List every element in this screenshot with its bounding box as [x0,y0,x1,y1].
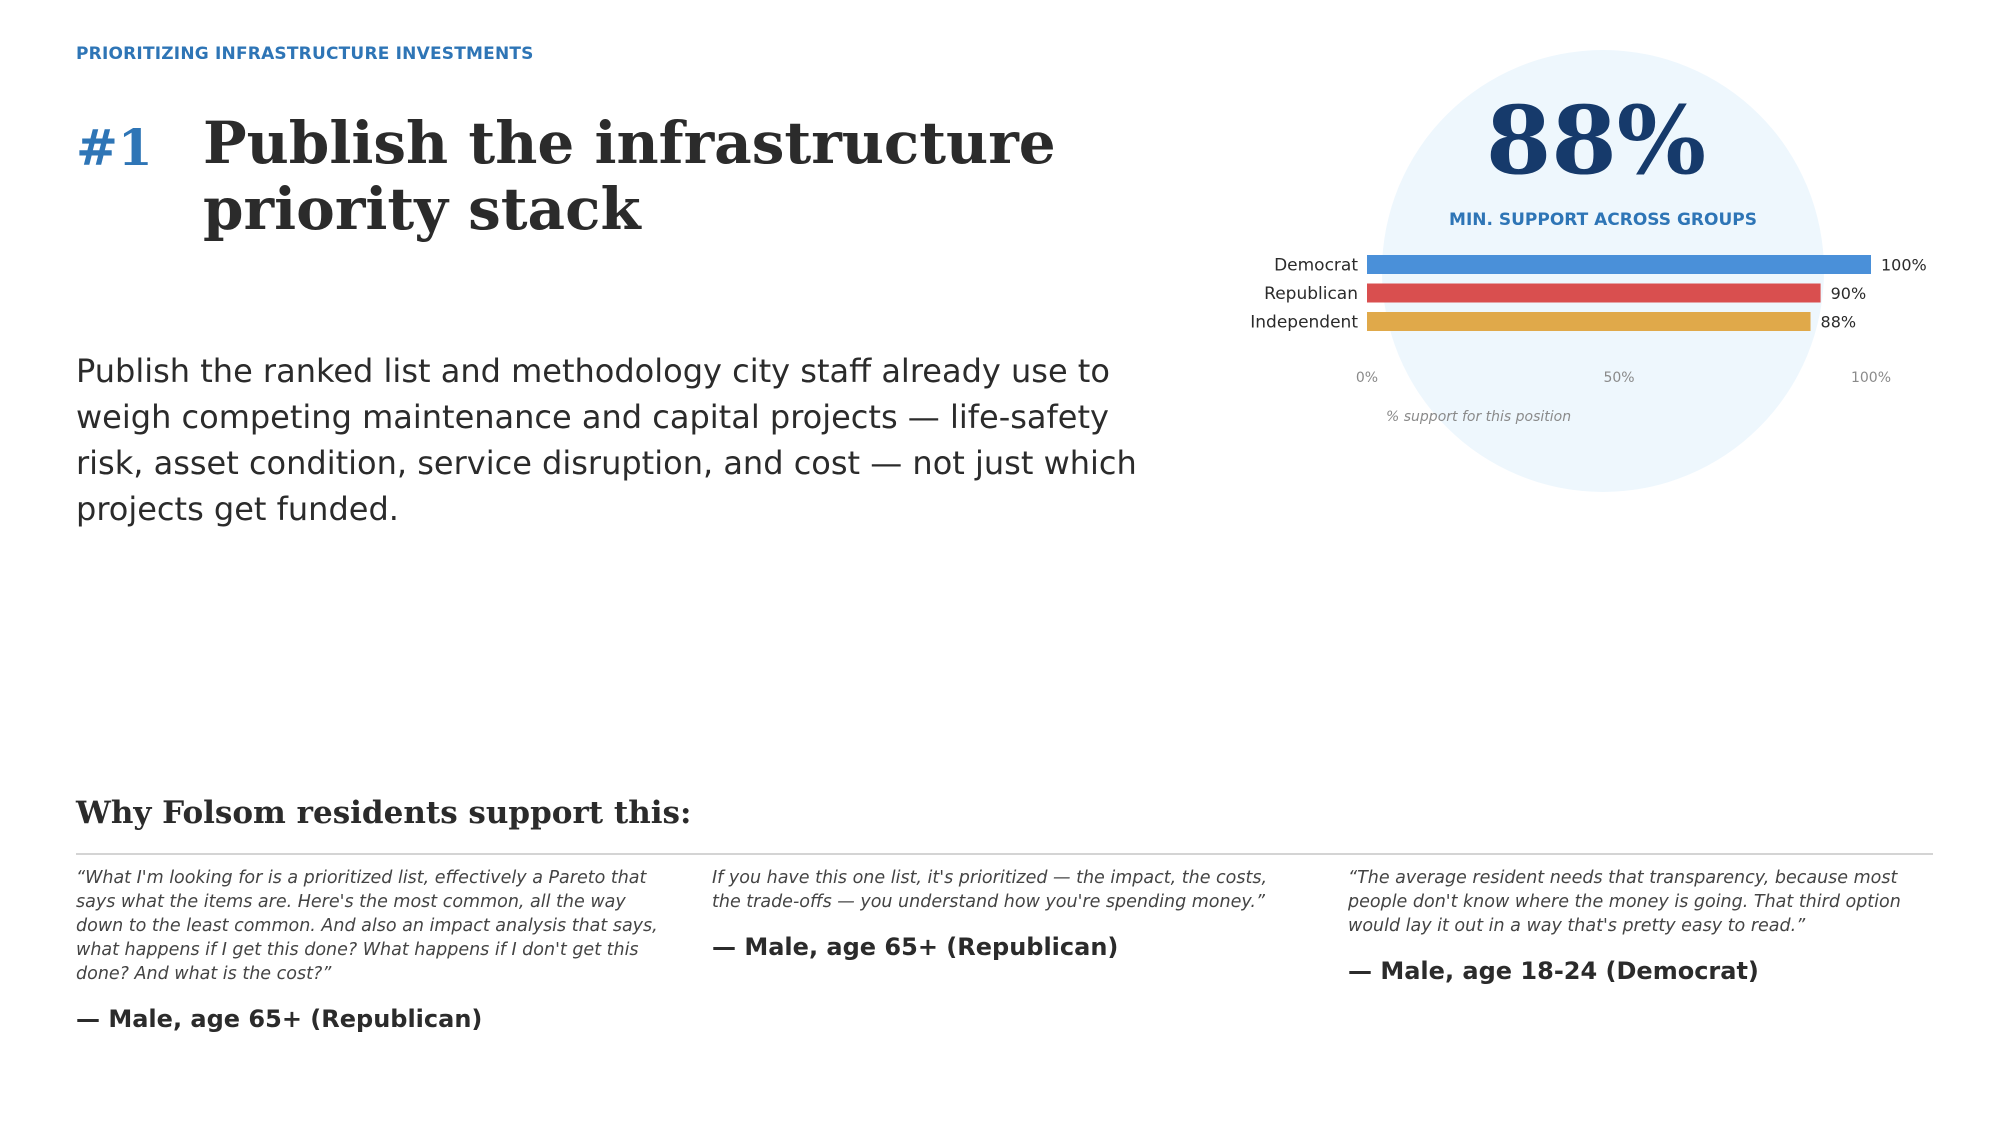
support-bar-chart: Democrat 100% Republican 90% Independent 88% 0… [1250,255,1927,386]
chart-axis-label: % support for this position [1386,409,1572,425]
value-label-democrat: 100% [1881,256,1927,275]
recommendation-description: Publish the ranked list and methodology … [76,352,1137,528]
quote-attribution: — Male, age 65+ (Republican) [712,933,1119,961]
quote-text: If you have this one list, it's prioriti… [712,868,1268,912]
resident-quote-2: If you have this one list, it's prioriti… [712,866,1297,962]
bar-independent [1367,312,1811,331]
section-eyebrow: PRIORITIZING INFRASTRUCTURE INVESTMENTS [76,44,534,64]
category-label-republican: Republican [1264,284,1358,304]
value-label-republican: 90% [1831,284,1867,303]
page-title: Publish the infrastructure priority stac… [203,109,1056,243]
quote-attribution: — Male, age 65+ (Republican) [76,1005,483,1033]
bar-democrat [1367,255,1871,274]
x-tick-label: 0% [1356,370,1378,386]
category-label-democrat: Democrat [1274,256,1358,276]
min-support-caption: MIN. SUPPORT ACROSS GROUPS [1449,210,1757,230]
quote-text: “What I'm looking for is a prioritized l… [76,868,658,984]
resident-quote-1: “What I'm looking for is a prioritized l… [76,866,661,1034]
section-divider [76,853,1933,855]
bar-republican [1367,283,1821,303]
priority-rank: #1 [76,118,153,177]
why-support-heading: Why Folsom residents support this: [76,795,692,831]
quote-attribution: — Male, age 18-24 (Democrat) [1348,957,1759,985]
category-label-independent: Independent [1250,313,1358,333]
quote-text: “The average resident needs that transpa… [1348,868,1901,936]
min-support-stat: 88% [1485,86,1707,196]
value-label-independent: 88% [1821,313,1857,332]
x-tick-label: 100% [1851,370,1891,386]
resident-quote-3: “The average resident needs that transpa… [1348,866,1933,986]
x-tick-label: 50% [1603,370,1634,386]
